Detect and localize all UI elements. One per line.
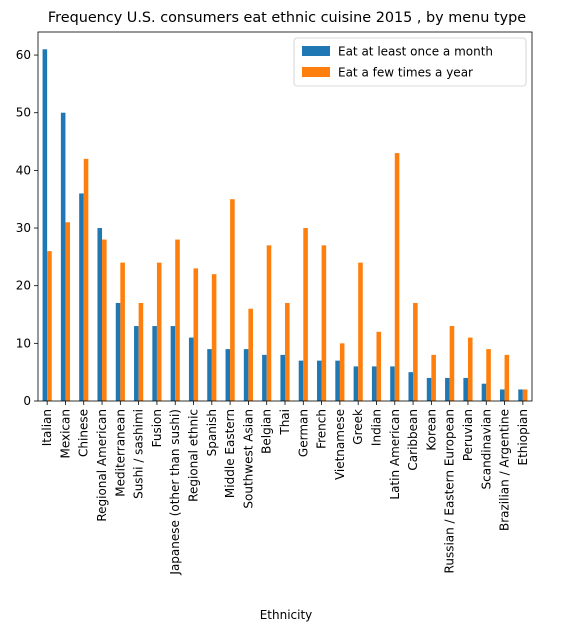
x-tick-label-russian-eastern-european: Russian / Eastern European [443, 409, 457, 573]
plot-area: 0 10 20 30 40 50 60 Italian Mexican Chinese Region… [16, 31, 533, 576]
bar-eat-a-few-times-a-year-sushi-sashimi [138, 302, 144, 401]
x-tick-label-vietnamese: Vietnamese [333, 409, 347, 480]
legend-label-eat-a-few-times-a-year: Eat a few times a year [338, 66, 473, 80]
bar-eat-a-few-times-a-year-indian [376, 331, 382, 401]
bar-eat-at-least-once-a-month-scandinavian [481, 383, 487, 401]
bar-eat-at-least-once-a-month-russian-eastern-european [445, 377, 450, 401]
legend-label-eat-at-least-once-a-month: Eat at least once a month [338, 45, 493, 59]
bar-eat-a-few-times-a-year-peruvian [467, 337, 473, 401]
x-tick-label-scandinavian: Scandinavian [479, 409, 493, 489]
bar-eat-a-few-times-a-year-ethiopian [522, 389, 528, 401]
bar-eat-a-few-times-a-year-scandinavian [486, 349, 491, 401]
legend-swatch-eat-at-least-once-a-month [302, 46, 330, 56]
bar-eat-at-least-once-a-month-spanish [207, 349, 212, 401]
x-tick-label-peruvian: Peruvian [461, 409, 475, 461]
y-tick-label: 0 [23, 394, 31, 408]
bar-eat-a-few-times-a-year-spanish [211, 274, 217, 401]
bar-eat-at-least-once-a-month-japanese-other-than-sushi [170, 326, 176, 401]
x-tick-label-korean: Korean [424, 409, 438, 451]
bar-eat-a-few-times-a-year-regional-ethnic [193, 268, 199, 401]
bar-eat-at-least-once-a-month-latin-american [390, 366, 395, 401]
x-tick-label-greek: Greek [351, 409, 365, 445]
x-tick-label-mediterranean: Mediterranean [113, 409, 127, 497]
bar-eat-at-least-once-a-month-peruvian [463, 377, 468, 401]
x-tick-label-japanese-other-than-sushi: Japanese (other than sushi) [168, 409, 182, 576]
bar-eat-a-few-times-a-year-korean [431, 354, 436, 401]
x-tick-label-brazilian-argentine: Brazilian / Argentine [498, 409, 512, 531]
x-tick-label-sushi-sashimi: Sushi / sashimi [132, 409, 146, 499]
bar-eat-a-few-times-a-year-german [303, 228, 308, 401]
legend-swatch-eat-a-few-times-a-year [302, 67, 330, 77]
bar-eat-a-few-times-a-year-mexican [65, 222, 71, 401]
y-tick-label: 50 [16, 106, 31, 120]
chart-title: Frequency U.S. consumers eat ethnic cuis… [48, 10, 526, 26]
bar-eat-at-least-once-a-month-caribbean [408, 372, 414, 401]
bar-eat-a-few-times-a-year-vietnamese [339, 343, 345, 401]
x-tick-label-mexican: Mexican [58, 409, 72, 459]
y-tick-label: 10 [16, 336, 31, 350]
axes-frame [37, 31, 533, 402]
bar-eat-a-few-times-a-year-belgian [266, 245, 272, 401]
bar-eat-a-few-times-a-year-fusion [156, 262, 162, 401]
x-tick-label-regional-american: Regional American [95, 409, 109, 522]
bar-eat-at-least-once-a-month-vietnamese [335, 360, 340, 401]
bar-eat-at-least-once-a-month-french [317, 360, 322, 401]
x-tick-label-latin-american: Latin American [388, 409, 402, 500]
y-tick-label: 20 [16, 279, 31, 293]
bar-eat-a-few-times-a-year-russian-eastern-european [449, 326, 455, 401]
bar-eat-at-least-once-a-month-sushi-sashimi [134, 326, 139, 401]
bar-eat-a-few-times-a-year-thai [285, 302, 290, 401]
x-tick-label-german: German [296, 409, 310, 457]
bar-eat-a-few-times-a-year-italian [47, 251, 52, 401]
y-tick-label: 30 [16, 221, 31, 235]
bar-eat-at-least-once-a-month-thai [280, 354, 285, 401]
bar-eat-at-least-once-a-month-chinese [79, 193, 84, 401]
bar-eat-at-least-once-a-month-mexican [60, 112, 66, 401]
bar-eat-a-few-times-a-year-southwest-asian [248, 308, 253, 401]
bar-eat-a-few-times-a-year-mediterranean [120, 262, 125, 401]
x-tick-label-regional-ethnic: Regional ethnic [187, 409, 201, 502]
bar-eat-at-least-once-a-month-indian [371, 366, 377, 401]
bar-eat-at-least-once-a-month-brazilian-argentine [499, 389, 505, 401]
y-tick-label: 40 [16, 163, 31, 177]
bar-eat-at-least-once-a-month-greek [353, 366, 359, 401]
x-tick-label-southwest-asian: Southwest Asian [241, 409, 255, 509]
x-axis-label: Ethnicity [260, 608, 313, 622]
x-tick-label-caribbean: Caribbean [406, 409, 420, 471]
x-tick-label-fusion: Fusion [150, 409, 164, 447]
bar-eat-at-least-once-a-month-korean [426, 377, 432, 401]
bar-eat-at-least-once-a-month-mediterranean [115, 302, 121, 401]
bar-eat-at-least-once-a-month-italian [42, 49, 48, 401]
x-tick-label-belgian: Belgian [260, 409, 274, 454]
bar-eat-at-least-once-a-month-regional-american [97, 228, 103, 401]
x-tick-label-chinese: Chinese [77, 409, 91, 457]
y-tick-label: 60 [16, 48, 31, 62]
bar-eat-a-few-times-a-year-caribbean [413, 302, 418, 401]
bar-eat-a-few-times-a-year-middle-eastern [230, 199, 235, 401]
bar-eat-at-least-once-a-month-regional-ethnic [188, 337, 194, 401]
bar-eat-at-least-once-a-month-belgian [262, 354, 267, 401]
bar-eat-a-few-times-a-year-french [321, 245, 327, 401]
x-tick-label-thai: Thai [278, 409, 292, 436]
bar-eat-a-few-times-a-year-greek [358, 262, 363, 401]
x-tick-label-spanish: Spanish [205, 409, 219, 456]
bar-eat-at-least-once-a-month-middle-eastern [225, 349, 231, 401]
legend-box [293, 37, 527, 87]
x-tick-label-italian: Italian [40, 409, 54, 446]
bar-eat-at-least-once-a-month-fusion [152, 326, 157, 401]
x-tick-label-french: French [315, 409, 329, 449]
bar-eat-a-few-times-a-year-brazilian-argentine [504, 354, 510, 401]
bar-eat-a-few-times-a-year-japanese-other-than-sushi [175, 239, 180, 401]
bar-eat-a-few-times-a-year-latin-american [394, 153, 400, 401]
bar-eat-at-least-once-a-month-german [298, 360, 304, 401]
bar-eat-at-least-once-a-month-ethiopian [518, 389, 523, 401]
x-tick-label-middle-eastern: Middle Eastern [223, 409, 237, 498]
bar-eat-a-few-times-a-year-regional-american [102, 239, 107, 401]
legend: Eat at least once a month Eat a few times… [293, 37, 527, 87]
bar-eat-a-few-times-a-year-chinese [83, 158, 89, 401]
bar-eat-at-least-once-a-month-southwest-asian [243, 349, 249, 401]
x-tick-label-indian: Indian [369, 409, 383, 446]
x-tick-label-ethiopian: Ethiopian [516, 409, 530, 465]
